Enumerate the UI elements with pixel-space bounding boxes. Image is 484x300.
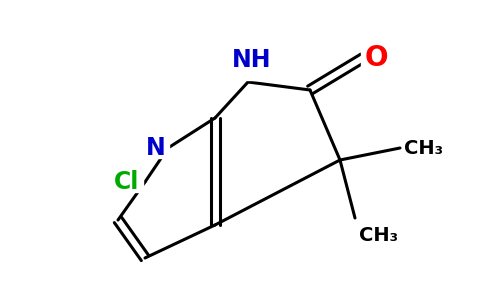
Polygon shape	[233, 60, 263, 80]
Polygon shape	[103, 172, 143, 192]
Text: CH₃: CH₃	[359, 226, 398, 245]
Text: O: O	[365, 44, 389, 72]
Polygon shape	[147, 138, 169, 158]
Text: N: N	[146, 136, 166, 160]
Polygon shape	[361, 47, 385, 69]
Text: NH: NH	[232, 48, 272, 72]
Text: CH₃: CH₃	[404, 139, 443, 158]
Text: Cl: Cl	[114, 170, 139, 194]
